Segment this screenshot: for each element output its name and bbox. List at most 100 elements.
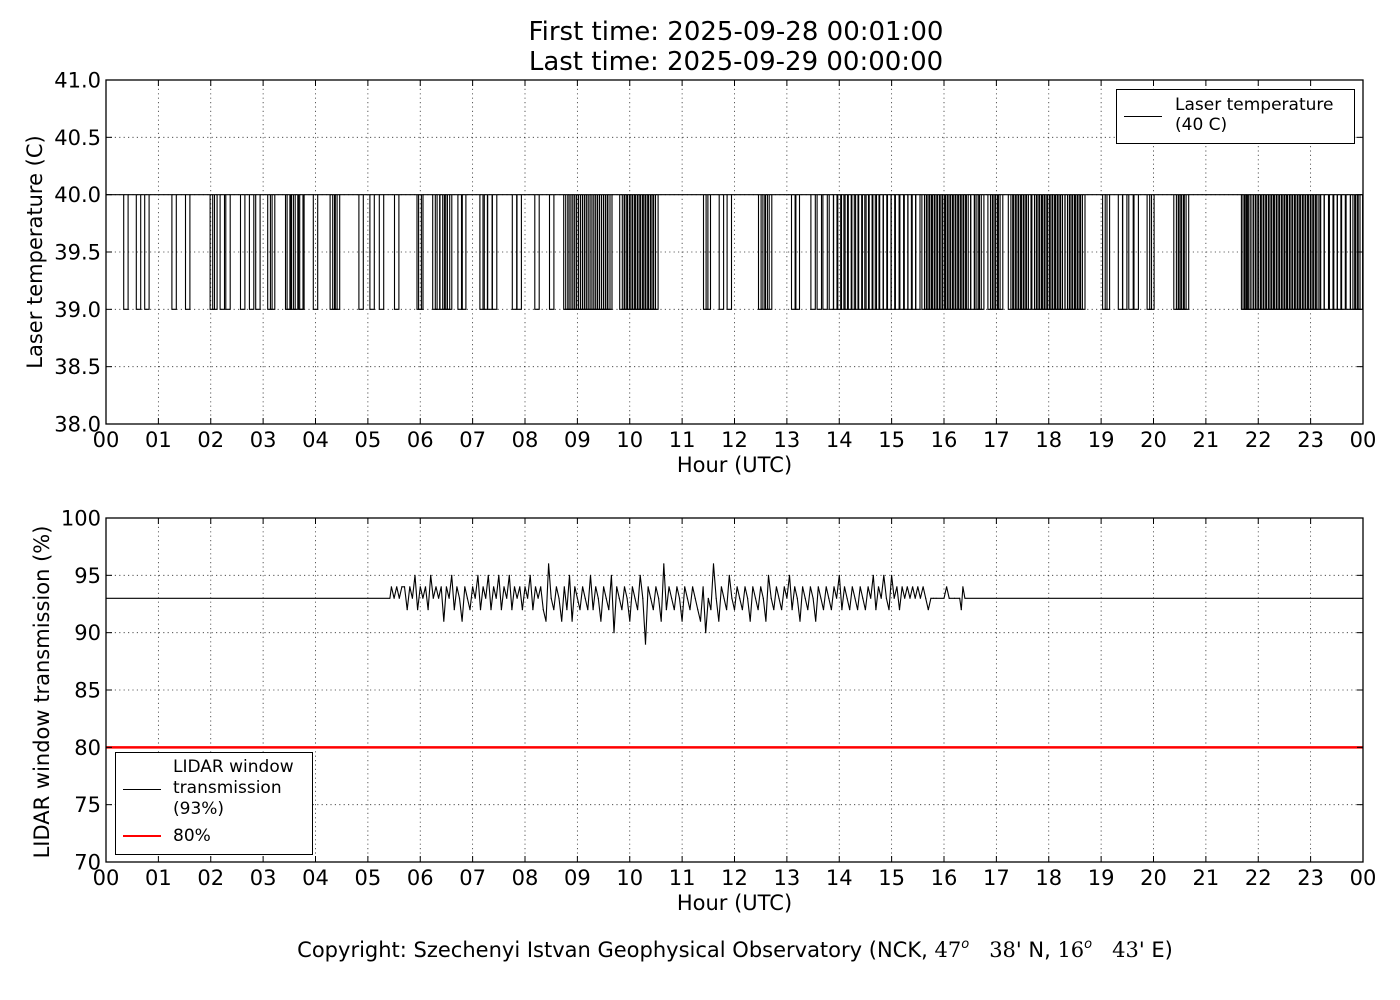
lidar-data-point (406, 609, 408, 611)
lidar-data-point (495, 597, 497, 599)
lidar-data-point (561, 620, 563, 622)
lidar-data-point (749, 620, 751, 622)
lidar-data-point (443, 620, 445, 622)
x-tick-label: 01 (145, 866, 172, 890)
x-tick-label: 15 (878, 428, 905, 452)
lidar-data-point (736, 586, 738, 588)
laser-temperature-drop (1183, 194, 1190, 310)
lidar-data-point (880, 597, 882, 599)
lidar-data-point (765, 620, 767, 622)
lidar-data-point (435, 586, 437, 588)
lidar-data-point (870, 597, 872, 599)
lidar-data-point (409, 586, 411, 588)
lidar-data-point (419, 586, 421, 588)
laser-temperature-drop (915, 194, 921, 310)
lidar-data-point (707, 597, 709, 599)
x-tick-label: 00 (1350, 428, 1377, 452)
lidar-data-point (960, 609, 962, 611)
lidar-data-point (637, 609, 639, 611)
lidar-data-point (914, 597, 916, 599)
lidar-data-point (773, 609, 775, 611)
lidar-data-point (438, 597, 440, 599)
legend-label-lidar-line1: LIDAR window (173, 757, 294, 777)
lidar-data-point (791, 609, 793, 611)
y-axis-label: LIDAR window transmission (%) (30, 526, 54, 859)
y-tick-label: 39.0 (54, 298, 101, 322)
lidar-data-point (767, 574, 770, 576)
laser-temperature-drop (894, 194, 900, 310)
laser-temperature-drop (1128, 194, 1134, 310)
lidar-data-point (521, 609, 524, 611)
laser-temperature-drop (248, 194, 255, 310)
lidar-data-point (461, 620, 463, 622)
lidar-data-point (788, 574, 791, 576)
lidar-data-point (671, 597, 673, 599)
lidar-data-point (854, 597, 856, 599)
legend-lidar-transmission: LIDAR window transmission (93%) 80% (115, 752, 313, 855)
lidar-data-point (571, 620, 573, 622)
laser-temperature-drop (810, 194, 816, 310)
lidar-data-point (642, 597, 644, 599)
x-tick-label: 19 (1088, 866, 1115, 890)
x-tick-label: 09 (564, 866, 591, 890)
lidar-data-point (836, 597, 838, 599)
lidar-data-point (430, 574, 432, 576)
lidar-data-point (723, 597, 725, 599)
x-tick-label: 20 (1140, 428, 1167, 452)
legend-label-lidar-line3: (93%) (173, 799, 225, 819)
x-tick-label: 11 (669, 866, 696, 890)
lidar-data-point (414, 574, 416, 576)
legend-line-threshold-80 (123, 835, 161, 837)
laser-temperature-drop (1323, 194, 1330, 310)
lidar-data-point (582, 586, 584, 588)
x-tick-label: 10 (616, 428, 643, 452)
laser-temperature-drop (212, 194, 218, 310)
lidar-data-point (453, 609, 455, 611)
lidar-data-point (634, 597, 636, 599)
lidar-data-point (875, 609, 877, 611)
laser-temperature-drop (890, 194, 896, 310)
x-tick-label: 17 (983, 428, 1010, 452)
lidar-data-point (857, 609, 859, 611)
lidar-data-point (597, 597, 599, 599)
lidar-data-point (555, 586, 558, 588)
x-tick-label: 05 (355, 866, 382, 890)
lidar-data-point (663, 563, 665, 565)
x-tick-label: 10 (616, 866, 643, 890)
lidar-data-point (508, 574, 510, 576)
laser-temperature-drop (123, 194, 129, 310)
laser-temperature-drop (850, 194, 857, 310)
laser-temperature-drop (378, 194, 385, 310)
lidar-data-point (775, 586, 778, 588)
x-tick-label: 13 (774, 428, 801, 452)
figure-title-first-time: First time: 2025-09-28 00:01:00 (528, 17, 944, 47)
lidar-data-point (692, 586, 694, 588)
laser-temperature-drop (1328, 194, 1335, 310)
lidar-data-point (838, 574, 840, 576)
laser-temperature-drop (312, 194, 319, 310)
lidar-data-point (626, 597, 628, 599)
lidar-data-point (466, 597, 468, 599)
laser-temperature-drop (516, 194, 522, 310)
laser-temperature-drop (284, 194, 291, 310)
lidar-data-point (802, 586, 804, 588)
laser-temperature-drop (874, 194, 881, 310)
laser-temperature-drop (418, 194, 424, 310)
laser-temperature-drop (907, 194, 913, 310)
lidar-data-point (757, 609, 759, 611)
lidar-data-point (830, 609, 833, 611)
x-tick-label: 07 (459, 428, 486, 452)
laser-temperature-drop (269, 194, 276, 310)
series-lidar-window-transmission (389, 563, 966, 645)
lidar-data-point (527, 597, 529, 599)
laser-temperature-drop (718, 194, 725, 310)
lidar-data-point (959, 597, 961, 599)
laser-temperature-drop (607, 194, 613, 310)
lidar-data-point (621, 609, 623, 611)
y-tick-label: 90 (74, 621, 101, 645)
lidar-data-point (519, 586, 521, 588)
lidar-data-point (783, 586, 785, 588)
x-tick-label: 17 (983, 866, 1010, 890)
x-tick-label: 12 (721, 866, 748, 890)
lidar-data-point (487, 574, 489, 576)
